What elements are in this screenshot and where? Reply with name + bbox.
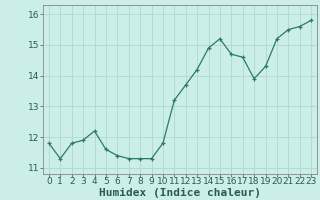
X-axis label: Humidex (Indice chaleur): Humidex (Indice chaleur) [99,188,261,198]
